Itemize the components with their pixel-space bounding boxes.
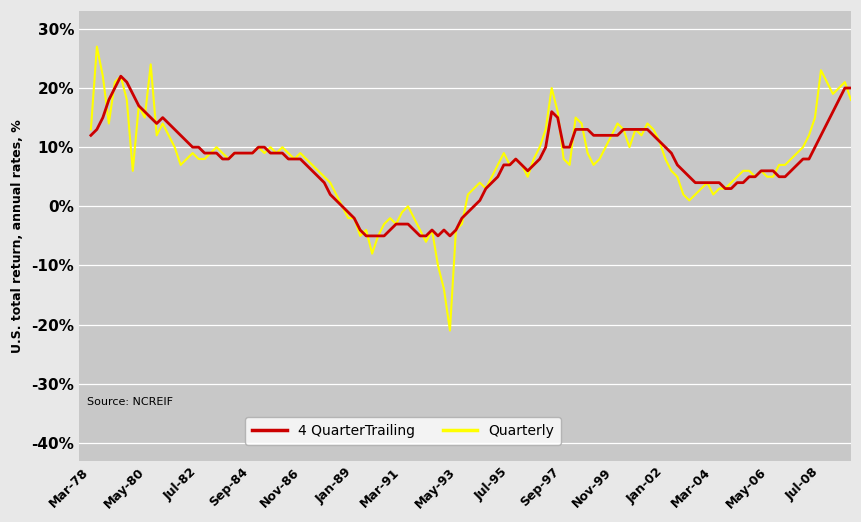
Text: Source: NCREIF: Source: NCREIF	[87, 397, 172, 407]
Y-axis label: U.S. total return, annual rates, %: U.S. total return, annual rates, %	[11, 119, 24, 353]
Legend: 4 QuarterTrailing, Quarterly: 4 QuarterTrailing, Quarterly	[245, 417, 561, 445]
